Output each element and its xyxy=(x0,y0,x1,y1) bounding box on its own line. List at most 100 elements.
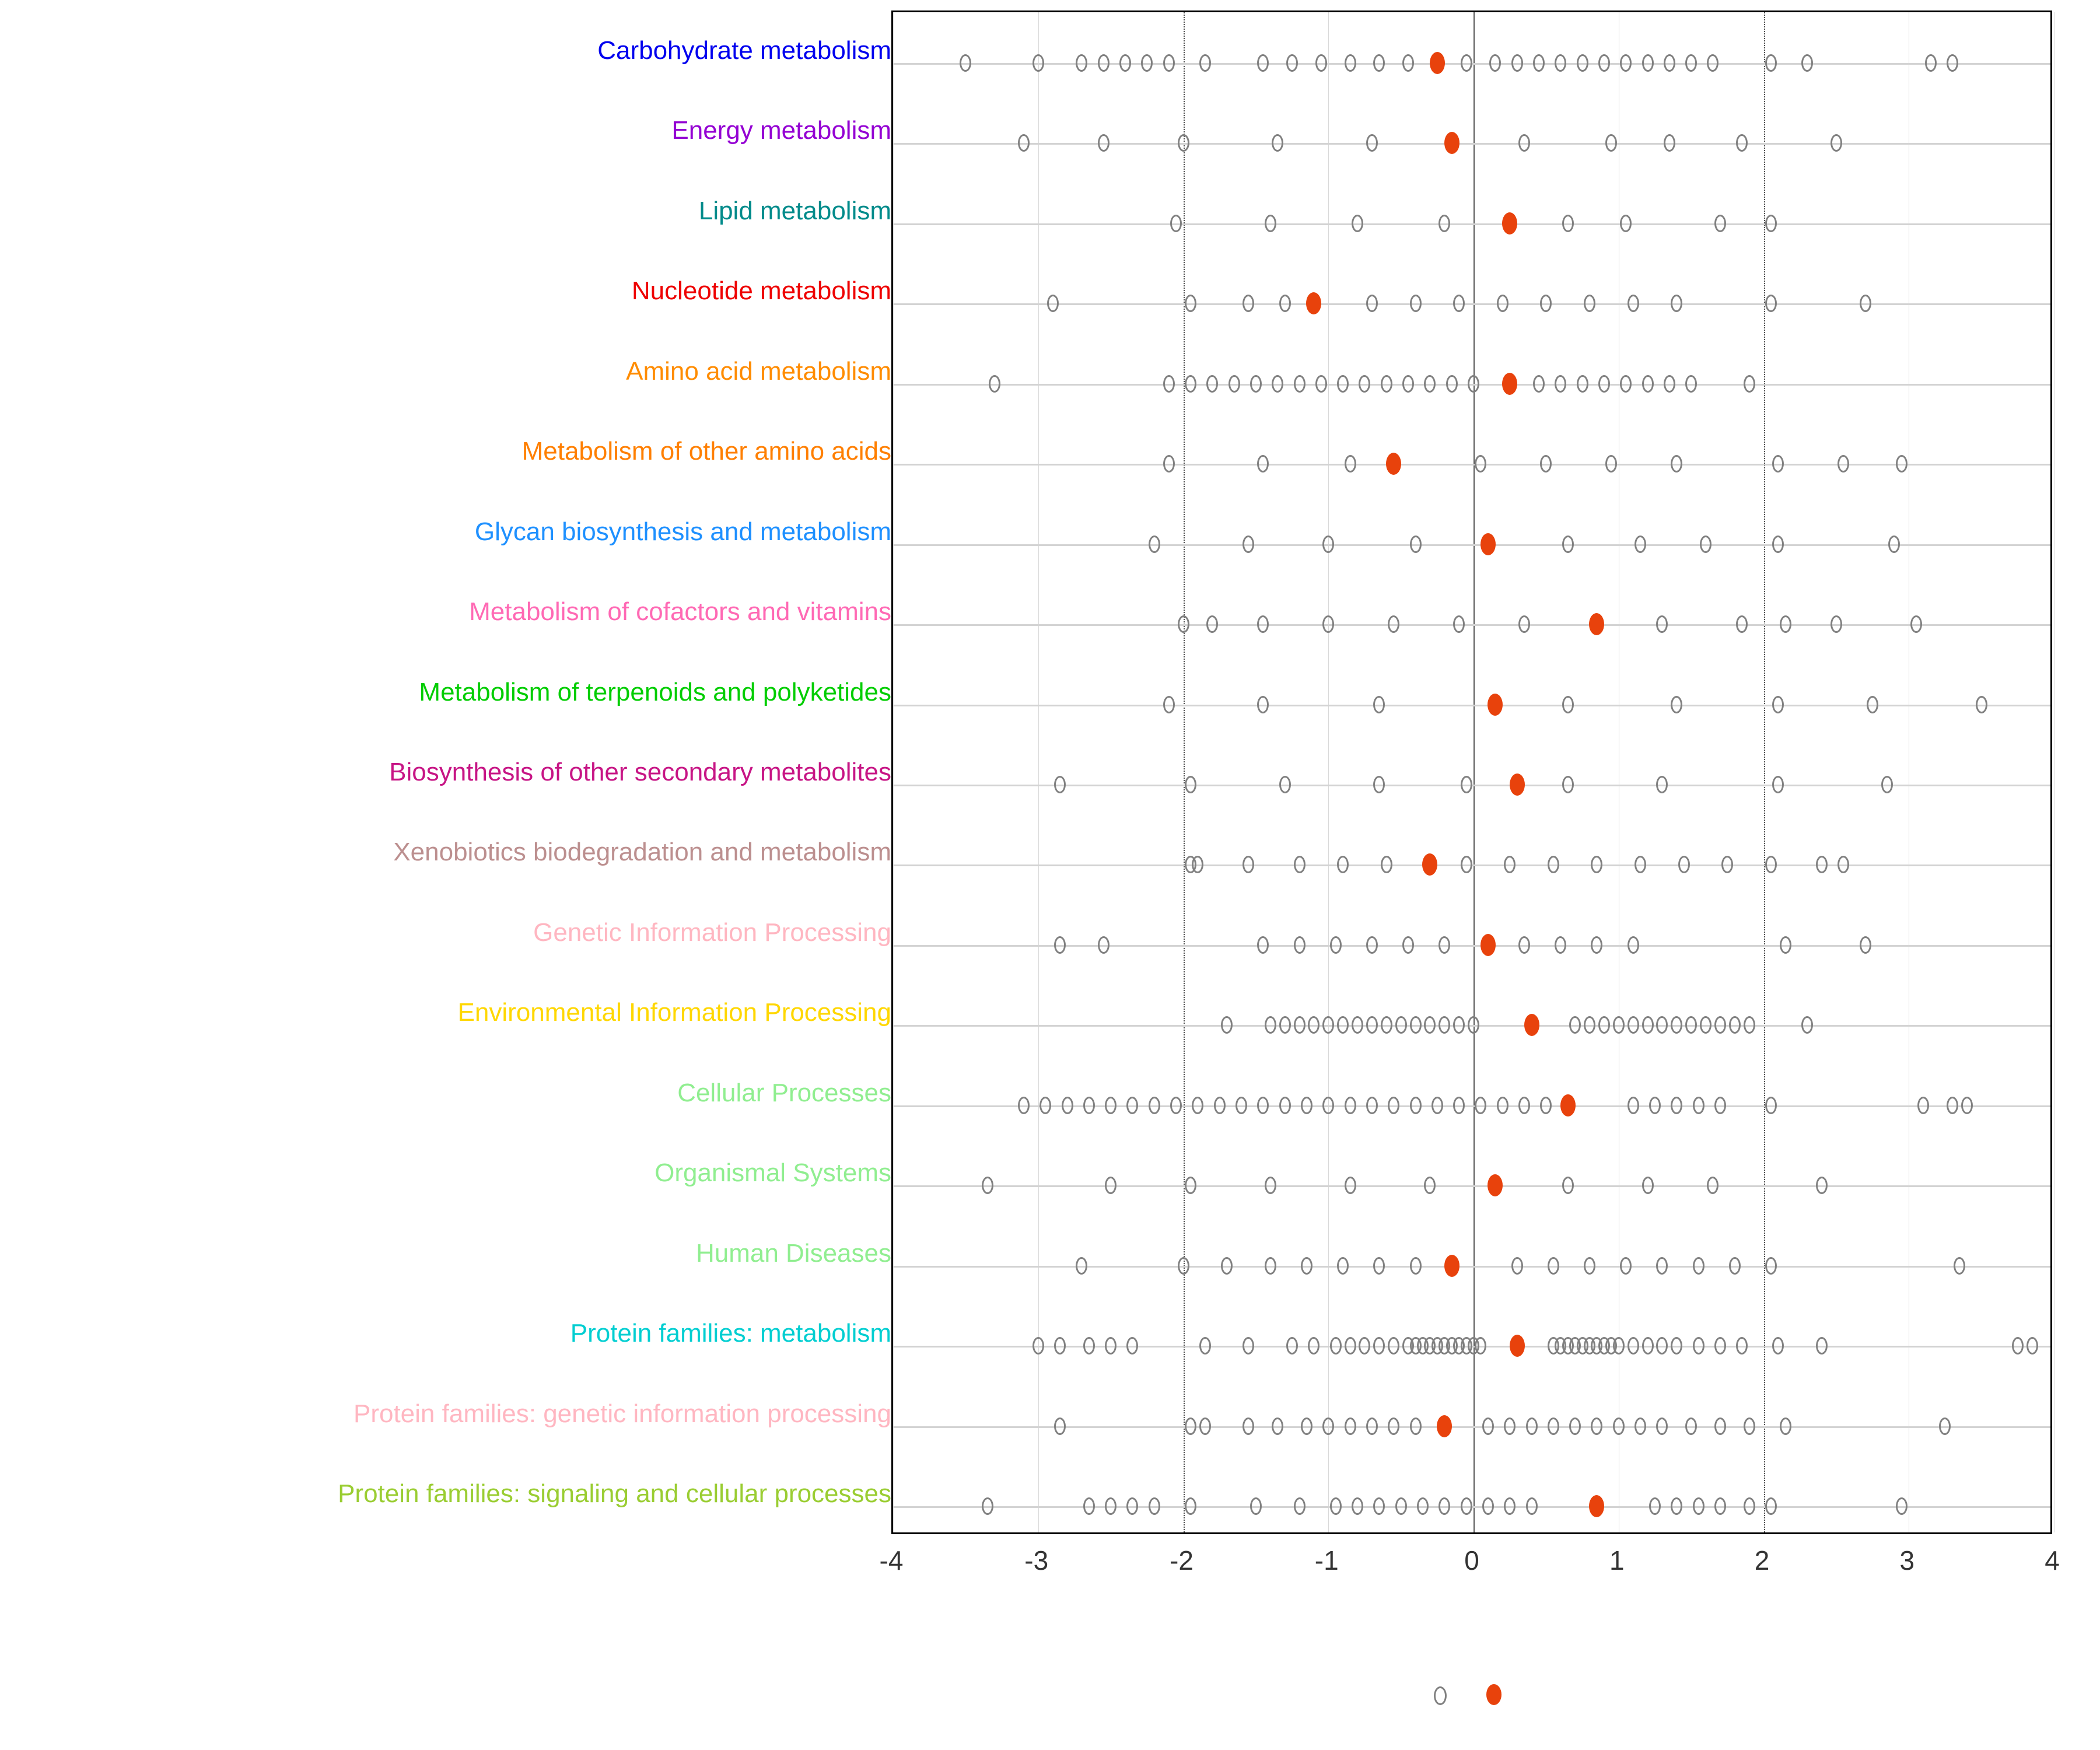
background-point[interactable] xyxy=(1671,1016,1682,1034)
background-point[interactable] xyxy=(1388,1097,1399,1114)
background-point[interactable] xyxy=(1054,776,1066,793)
background-point[interactable] xyxy=(1780,1418,1791,1435)
background-point[interactable] xyxy=(1461,776,1472,793)
background-point[interactable] xyxy=(1540,1097,1552,1114)
background-point[interactable] xyxy=(1461,54,1472,72)
background-point[interactable] xyxy=(1584,1257,1595,1275)
background-point[interactable] xyxy=(1518,1097,1530,1114)
background-point[interactable] xyxy=(1548,1418,1559,1435)
background-point[interactable] xyxy=(1461,856,1472,873)
background-point[interactable] xyxy=(1453,1016,1465,1034)
background-point[interactable] xyxy=(1605,134,1617,152)
background-point[interactable] xyxy=(1242,536,1254,553)
background-point[interactable] xyxy=(1105,1337,1116,1354)
background-point[interactable] xyxy=(1838,856,1849,873)
background-point[interactable] xyxy=(1322,1016,1334,1034)
background-point[interactable] xyxy=(1141,54,1153,72)
background-point[interactable] xyxy=(1054,1418,1066,1435)
background-point[interactable] xyxy=(1693,1497,1704,1515)
background-point[interactable] xyxy=(1628,1337,1639,1354)
background-point[interactable] xyxy=(1228,375,1240,393)
background-point[interactable] xyxy=(1453,295,1465,312)
background-point[interactable] xyxy=(1424,1016,1436,1034)
background-point[interactable] xyxy=(1772,536,1784,553)
query-point-1[interactable] xyxy=(1444,132,1460,154)
background-point[interactable] xyxy=(1395,1016,1407,1034)
background-point[interactable] xyxy=(1461,1497,1472,1515)
background-point[interactable] xyxy=(1714,1337,1726,1354)
background-point[interactable] xyxy=(1432,1097,1443,1114)
background-point[interactable] xyxy=(1584,295,1595,312)
background-point[interactable] xyxy=(1649,1097,1661,1114)
background-point[interactable] xyxy=(1816,1177,1828,1194)
background-point[interactable] xyxy=(1373,54,1385,72)
query-point-6[interactable] xyxy=(1480,533,1496,555)
background-point[interactable] xyxy=(1642,54,1654,72)
background-point[interactable] xyxy=(1584,1016,1595,1034)
background-point[interactable] xyxy=(1185,295,1196,312)
background-point[interactable] xyxy=(1772,1337,1784,1354)
background-point[interactable] xyxy=(1257,615,1269,633)
background-point[interactable] xyxy=(1642,375,1654,393)
background-point[interactable] xyxy=(1345,1337,1356,1354)
query-point-8[interactable] xyxy=(1488,694,1503,716)
background-point[interactable] xyxy=(1308,1337,1320,1354)
background-point[interactable] xyxy=(1301,1257,1312,1275)
query-point-5[interactable] xyxy=(1386,453,1401,475)
background-point[interactable] xyxy=(1301,1418,1312,1435)
background-point[interactable] xyxy=(1345,1097,1356,1114)
background-point[interactable] xyxy=(1337,856,1349,873)
background-point[interactable] xyxy=(1076,54,1087,72)
background-point[interactable] xyxy=(1707,1177,1718,1194)
background-point[interactable] xyxy=(1410,1097,1422,1114)
background-point[interactable] xyxy=(1685,375,1697,393)
background-point[interactable] xyxy=(1497,1097,1508,1114)
background-point[interactable] xyxy=(1047,295,1059,312)
background-point[interactable] xyxy=(1242,295,1254,312)
background-point[interactable] xyxy=(1337,375,1349,393)
background-point[interactable] xyxy=(1221,1016,1233,1034)
background-point[interactable] xyxy=(1613,1016,1625,1034)
background-point[interactable] xyxy=(1265,215,1276,232)
background-point[interactable] xyxy=(1402,375,1414,393)
background-point[interactable] xyxy=(1620,375,1632,393)
background-point[interactable] xyxy=(1315,375,1327,393)
background-point[interactable] xyxy=(1555,936,1566,954)
background-point[interactable] xyxy=(1054,1337,1066,1354)
background-point[interactable] xyxy=(1322,1418,1334,1435)
background-point[interactable] xyxy=(1381,375,1392,393)
background-point[interactable] xyxy=(1504,1497,1516,1515)
query-point-3[interactable] xyxy=(1306,292,1321,314)
query-point-10[interactable] xyxy=(1422,853,1437,876)
background-point[interactable] xyxy=(1279,1016,1291,1034)
background-point[interactable] xyxy=(1446,375,1458,393)
background-point[interactable] xyxy=(1729,1016,1741,1034)
background-point[interactable] xyxy=(1279,295,1291,312)
background-point[interactable] xyxy=(1801,1016,1813,1034)
background-point[interactable] xyxy=(1352,215,1363,232)
background-point[interactable] xyxy=(1671,455,1682,473)
background-point[interactable] xyxy=(1656,1016,1668,1034)
background-point[interactable] xyxy=(1504,856,1516,873)
background-point[interactable] xyxy=(1642,1337,1654,1354)
background-point[interactable] xyxy=(1772,455,1784,473)
background-point[interactable] xyxy=(1518,134,1530,152)
background-point[interactable] xyxy=(1032,1337,1044,1354)
background-point[interactable] xyxy=(1265,1177,1276,1194)
background-point[interactable] xyxy=(1533,375,1545,393)
background-point[interactable] xyxy=(1671,696,1682,713)
background-point[interactable] xyxy=(1366,134,1378,152)
background-point[interactable] xyxy=(1714,1418,1726,1435)
background-point[interactable] xyxy=(1366,295,1378,312)
background-point[interactable] xyxy=(2012,1337,2024,1354)
background-point[interactable] xyxy=(1867,696,1878,713)
background-point[interactable] xyxy=(1642,1177,1654,1194)
background-point[interactable] xyxy=(960,54,971,72)
background-point[interactable] xyxy=(1504,1418,1516,1435)
background-point[interactable] xyxy=(1257,1097,1269,1114)
background-point[interactable] xyxy=(1062,1097,1073,1114)
background-point[interactable] xyxy=(1656,1418,1668,1435)
background-point[interactable] xyxy=(1518,936,1530,954)
query-point-2[interactable] xyxy=(1502,212,1517,235)
background-point[interactable] xyxy=(2027,1337,2038,1354)
